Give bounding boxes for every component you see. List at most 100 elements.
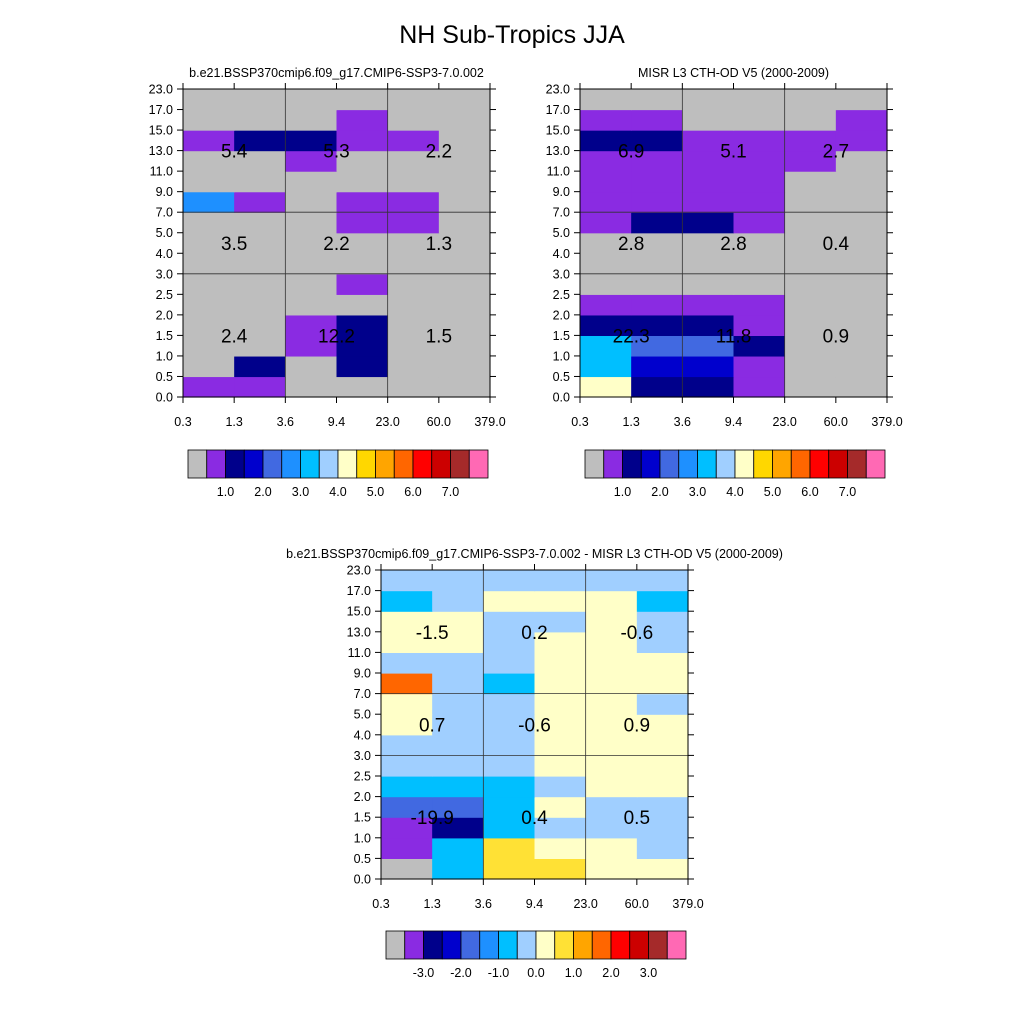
heatmap-cell xyxy=(585,714,638,736)
heatmap-cell xyxy=(234,150,286,172)
colorbar-swatch xyxy=(610,930,631,960)
y-tick-label: 17.0 xyxy=(546,103,570,117)
heatmap-cell xyxy=(483,590,536,612)
heatmap-cell xyxy=(387,232,440,254)
heatmap-cell xyxy=(183,273,235,295)
heatmap-cell xyxy=(381,693,433,715)
colorbar-1: 1.0 2.0 3.0 4.0 5.0 6.0 7.0 xyxy=(187,449,489,499)
heatmap-cell xyxy=(432,837,484,859)
heatmap-cell xyxy=(234,253,286,275)
colorbar-swatch xyxy=(640,449,661,479)
data-label: 1.5 xyxy=(426,326,452,347)
heatmap-cell xyxy=(682,212,735,234)
heatmap-cell xyxy=(733,130,786,152)
heatmap-cell xyxy=(784,355,837,378)
colorbar-swatch xyxy=(479,930,499,960)
colorbar-swatch xyxy=(337,449,358,479)
colorbar-label: 2.0 xyxy=(254,485,271,499)
heatmap-cell xyxy=(631,212,683,234)
data-label: 5.1 xyxy=(720,142,746,163)
y-tick-label: 2.5 xyxy=(553,288,570,302)
heatmap-cell xyxy=(784,376,837,398)
x-tick-label: 3.6 xyxy=(277,415,294,429)
heatmap-cell xyxy=(835,130,888,152)
colorbar-swatch xyxy=(441,930,462,960)
heatmap-cell xyxy=(336,253,389,275)
heatmap-cell xyxy=(784,109,837,131)
y-tick-label: 15.0 xyxy=(149,124,173,138)
heatmap-cell xyxy=(631,335,683,357)
heatmap-cell xyxy=(534,673,587,695)
colorbar-label: 5.0 xyxy=(367,485,384,499)
colorbar-swatch xyxy=(790,449,811,479)
heatmap-cell xyxy=(381,673,433,695)
heatmap-cell xyxy=(438,212,491,234)
colorbar-swatch xyxy=(468,449,489,479)
x-tick-label: 379.0 xyxy=(871,415,902,429)
y-tick-label: 17.0 xyxy=(347,584,371,598)
heatmap-cell xyxy=(483,631,536,653)
y-tick-label: 4.0 xyxy=(156,247,173,261)
data-label: 5.4 xyxy=(221,142,248,163)
y-tick-label: 23.0 xyxy=(347,564,371,578)
heatmap-cell xyxy=(234,109,286,131)
heatmap-cell xyxy=(234,232,286,254)
heatmap-cell xyxy=(682,89,735,111)
colorbar-swatch xyxy=(535,930,556,960)
heatmap-cell xyxy=(733,273,786,295)
heatmap-cell xyxy=(733,191,786,213)
heatmap-cell xyxy=(580,335,632,357)
y-tick-label: 3.0 xyxy=(354,749,371,763)
y-tick-label: 2.0 xyxy=(354,790,371,804)
x-tick-label: 0.3 xyxy=(174,415,191,429)
x-tick-label: 3.6 xyxy=(674,415,691,429)
colorbar-swatch xyxy=(622,449,642,479)
heatmap-cell xyxy=(585,590,638,612)
heatmap-cell xyxy=(733,109,786,131)
y-tick-label: 0.5 xyxy=(156,370,173,384)
heatmap-cell xyxy=(534,796,587,818)
heatmap-cell xyxy=(234,191,286,213)
colorbar-swatch xyxy=(591,930,612,960)
colorbar-label: 4.0 xyxy=(329,485,346,499)
heatmap-cell xyxy=(631,130,683,152)
heatmap-cell xyxy=(534,693,587,715)
heatmap-cell xyxy=(636,755,689,777)
heatmap-cell xyxy=(835,335,888,357)
heatmap-cell xyxy=(285,273,338,295)
heatmap-cell xyxy=(585,776,638,798)
y-tick-label: 3.0 xyxy=(156,267,173,281)
heatmap-cell xyxy=(285,232,338,254)
colorbar-swatch xyxy=(715,449,736,479)
heatmap-cell xyxy=(631,89,683,111)
heatmap-cell xyxy=(733,232,786,254)
colorbar-label: 7.0 xyxy=(839,485,856,499)
y-tick-label: 5.0 xyxy=(553,226,570,240)
heatmap-cell xyxy=(285,171,338,193)
heatmap-cell xyxy=(636,590,689,612)
heatmap-cell xyxy=(285,376,338,398)
colorbar-swatch xyxy=(666,930,687,960)
y-tick-label: 11.0 xyxy=(348,646,371,660)
heatmap-cell xyxy=(585,858,638,880)
heatmap-cell xyxy=(234,355,286,378)
heatmap-cell xyxy=(432,734,484,756)
colorbar-swatch xyxy=(498,930,518,960)
heatmap-cell xyxy=(285,150,338,172)
heatmap-cell xyxy=(336,150,389,172)
heatmap-cell xyxy=(631,376,683,398)
y-tick-label: 13.0 xyxy=(149,144,173,158)
heatmap-cell xyxy=(835,171,888,193)
heatmap-cell xyxy=(381,611,433,633)
x-tick-label: 379.0 xyxy=(474,415,505,429)
heatmap-cell xyxy=(636,693,689,715)
heatmap-cell xyxy=(631,253,683,275)
heatmap-cell xyxy=(387,314,440,336)
heatmap-cell xyxy=(835,89,888,111)
y-tick-label: 15.0 xyxy=(546,124,570,138)
heatmap-cell xyxy=(432,714,484,736)
heatmap-cell xyxy=(835,273,888,295)
heatmap-cell xyxy=(234,212,286,234)
colorbar-swatch xyxy=(318,449,339,479)
heatmap-cell xyxy=(438,294,491,316)
